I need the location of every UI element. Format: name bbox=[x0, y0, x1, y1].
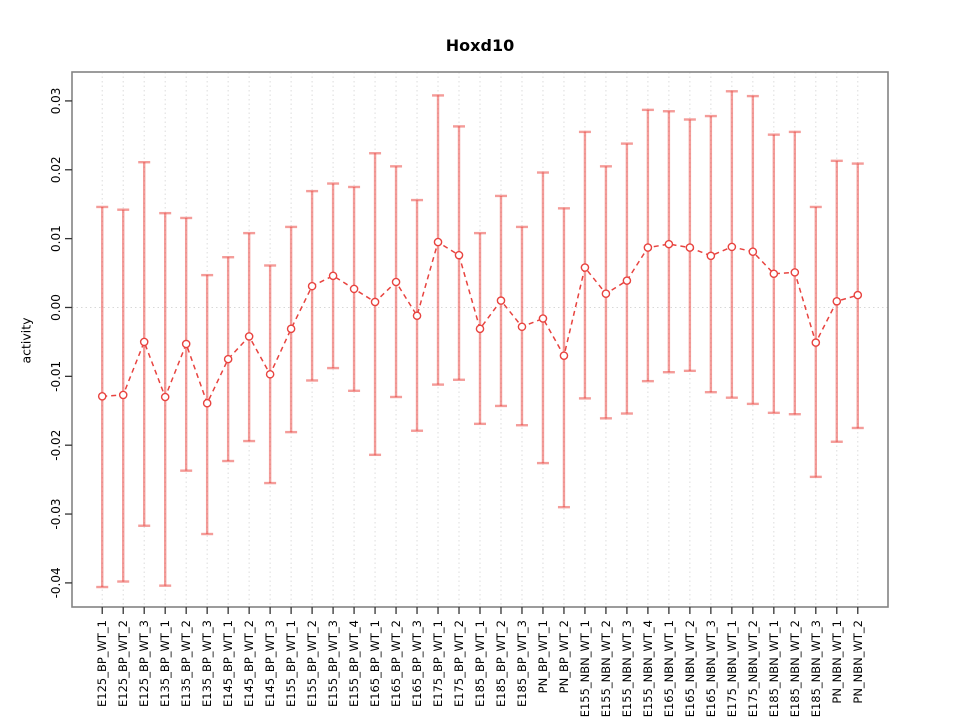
x-tick-label: E175_BP_WT_1 bbox=[431, 620, 445, 707]
y-tick-label: 0.01 bbox=[49, 225, 63, 252]
data-point-marker bbox=[538, 314, 548, 323]
x-tick-label: E135_BP_WT_2 bbox=[179, 620, 193, 707]
x-tick-label: PN_NBN_WT_1 bbox=[830, 620, 844, 704]
x-tick-label: E165_BP_WT_2 bbox=[389, 620, 403, 707]
x-tick-label: E125_BP_WT_3 bbox=[137, 620, 151, 707]
x-tick-label: E185_NBN_WT_3 bbox=[809, 620, 823, 717]
data-point-marker bbox=[433, 237, 443, 247]
y-tick-label: -0.01 bbox=[49, 361, 63, 392]
x-tick-label: E185_NBN_WT_2 bbox=[788, 620, 802, 717]
x-tick-label: E135_BP_WT_1 bbox=[158, 620, 172, 707]
x-tick-label: E125_BP_WT_1 bbox=[95, 620, 109, 707]
y-tick-label: 0.02 bbox=[49, 156, 63, 183]
data-point-marker bbox=[412, 311, 422, 321]
data-point-marker bbox=[244, 332, 254, 341]
x-tick-label: E185_NBN_WT_1 bbox=[767, 620, 781, 717]
data-point-marker bbox=[601, 289, 611, 299]
x-tick-label: E155_BP_WT_3 bbox=[326, 620, 340, 707]
x-tick-label: E165_NBN_WT_1 bbox=[662, 620, 676, 717]
data-point-marker bbox=[181, 339, 191, 349]
x-tick-label: E185_BP_WT_2 bbox=[494, 620, 508, 707]
y-tick-label: 0.03 bbox=[49, 88, 63, 115]
x-tick-label: E145_BP_WT_1 bbox=[221, 620, 235, 707]
data-point-marker bbox=[475, 324, 485, 334]
data-point-marker bbox=[748, 247, 758, 257]
data-point-marker bbox=[349, 284, 359, 294]
data-point-marker bbox=[139, 337, 149, 347]
x-tick-label: E185_BP_WT_1 bbox=[473, 620, 487, 707]
data-point-marker bbox=[811, 338, 821, 347]
data-point-marker bbox=[202, 398, 212, 408]
y-tick-label: 0.00 bbox=[49, 294, 63, 321]
data-point-marker bbox=[370, 297, 380, 307]
chart-title: Hoxd10 bbox=[445, 36, 515, 55]
x-axis: E125_BP_WT_1 E125_BP_WT_2 E125_BP_WT_3 E135… bbox=[95, 607, 865, 717]
x-tick-label: E155_BP_WT_4 bbox=[347, 620, 361, 707]
x-tick-label: E155_NBN_WT_3 bbox=[620, 620, 634, 717]
x-tick-label: E165_BP_WT_1 bbox=[368, 620, 382, 707]
x-tick-label: PN_BP_WT_2 bbox=[557, 620, 571, 693]
data-point-marker bbox=[97, 392, 107, 401]
data-point-marker bbox=[727, 242, 737, 252]
data-point-marker bbox=[832, 296, 842, 306]
data-point-marker bbox=[286, 324, 296, 334]
data-point-marker bbox=[160, 392, 170, 402]
data-point-marker bbox=[391, 277, 401, 287]
x-tick-label: PN_BP_WT_1 bbox=[536, 620, 550, 693]
data-point-marker bbox=[496, 296, 506, 305]
data-point-marker bbox=[223, 354, 233, 364]
x-tick-label: E155_NBN_WT_2 bbox=[599, 620, 613, 717]
data-point-marker bbox=[454, 250, 464, 260]
x-tick-label: E175_NBN_WT_2 bbox=[746, 620, 760, 717]
x-tick-label: E145_BP_WT_3 bbox=[263, 620, 277, 707]
data-point-marker bbox=[853, 290, 863, 300]
x-tick-label: E145_BP_WT_2 bbox=[242, 620, 256, 707]
x-tick-label: E125_BP_WT_2 bbox=[116, 620, 130, 707]
data-point-marker bbox=[265, 369, 275, 379]
data-point-marker bbox=[769, 269, 779, 279]
y-tick-label: -0.02 bbox=[49, 430, 63, 461]
error-bars bbox=[96, 90, 864, 589]
data-point-marker bbox=[643, 243, 653, 252]
data-point-marker bbox=[118, 390, 128, 400]
data-point-marker bbox=[307, 281, 317, 291]
data-point-marker bbox=[517, 322, 527, 332]
x-tick-label: E155_NBN_WT_4 bbox=[641, 620, 655, 717]
y-axis: 0.03 0.02 0.01 0.00 -0.01 -0.02 -0.03 -0.04 bbox=[49, 88, 72, 598]
x-tick-label: E165_BP_WT_3 bbox=[410, 620, 424, 707]
data-point-marker bbox=[706, 251, 716, 261]
x-tick-label: E135_BP_WT_3 bbox=[200, 620, 214, 707]
data-point-marker bbox=[580, 263, 590, 272]
y-tick-label: -0.04 bbox=[49, 567, 63, 598]
x-tick-label: E175_BP_WT_2 bbox=[452, 620, 466, 707]
gridlines bbox=[72, 72, 888, 607]
x-tick-label: E185_BP_WT_3 bbox=[515, 620, 529, 707]
x-tick-label: E155_NBN_WT_1 bbox=[578, 620, 592, 717]
data-point-marker bbox=[664, 239, 674, 249]
data-point-marker bbox=[685, 243, 695, 252]
data-point-marker bbox=[559, 351, 569, 360]
data-point-marker bbox=[328, 271, 338, 281]
y-tick-label: -0.03 bbox=[49, 499, 63, 530]
data-point-marker bbox=[622, 276, 632, 285]
x-tick-label: E165_NBN_WT_3 bbox=[704, 620, 718, 717]
x-tick-label: E165_NBN_WT_2 bbox=[683, 620, 697, 717]
data-point-marker bbox=[790, 268, 800, 277]
x-tick-label: E155_BP_WT_2 bbox=[305, 620, 319, 707]
x-tick-label: E155_BP_WT_1 bbox=[284, 620, 298, 707]
x-tick-label: E175_NBN_WT_1 bbox=[725, 620, 739, 717]
data-points bbox=[97, 237, 863, 408]
x-tick-label: PN_NBN_WT_2 bbox=[851, 620, 865, 704]
